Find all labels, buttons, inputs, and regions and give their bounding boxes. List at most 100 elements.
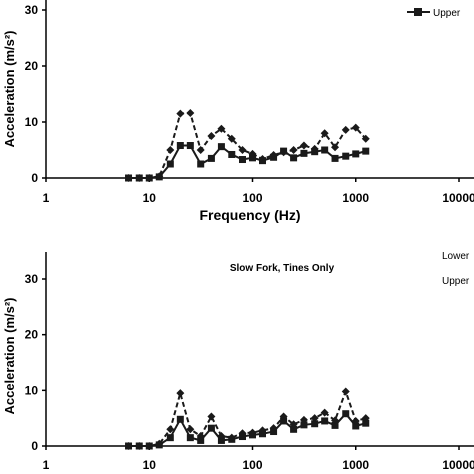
data-point-diamond [155,172,164,181]
data-point-diamond [186,425,195,434]
data-point-square [280,417,288,425]
data-point-diamond [176,109,185,118]
data-point-diamond [207,412,216,421]
data-point-diamond [145,174,154,182]
data-point-square [166,160,174,168]
data-point-square [197,436,205,444]
data-point-square [300,149,308,157]
data-point-diamond [238,429,247,438]
y-tick-label: 30 [25,3,39,17]
data-point-diamond [166,425,175,434]
y-tick-label: 0 [31,171,38,185]
data-point-diamond [227,433,236,442]
data-point-diamond [166,146,175,154]
y-axis-title: Acceleration (m/s²) [2,297,17,414]
legend-label-lower: Lower [442,251,470,262]
data-point-diamond [186,109,195,118]
data-point-diamond [196,431,205,440]
data-point-square [311,420,319,428]
y-tick-label: 20 [25,328,39,342]
x-tick-label: 1000 [342,458,369,472]
data-point-square [176,142,184,150]
data-point-square [331,154,339,162]
data-point-diamond [124,442,133,450]
data-point-square [176,415,184,423]
data-point-diamond [361,134,370,143]
x-tick-label: 100 [242,458,262,472]
data-point-diamond [238,146,247,154]
data-point-square [342,152,350,160]
data-point-square [166,434,174,442]
series-line-dashed [128,111,367,179]
data-point-diamond [299,141,308,150]
data-point-square [342,410,350,418]
data-point-square [186,434,194,442]
data-point-diamond [269,151,278,160]
series-line-dashed [128,388,367,447]
data-point-diamond [279,412,288,421]
data-point-square [197,160,205,168]
data-point-diamond [135,174,144,182]
data-point-square [352,150,360,158]
panel-title: Slow Fork, Tines Only [230,263,335,274]
data-point-square [321,417,329,425]
data-point-square [228,150,236,158]
series-line-solid [128,144,367,179]
x-tick-label: 10000 [442,458,474,472]
data-point-diamond [310,414,319,423]
y-tick-label: 0 [31,439,38,453]
data-point-square [217,143,225,151]
data-point-diamond [227,134,236,143]
x-tick-label: 1000 [342,191,369,205]
data-point-diamond [341,387,350,396]
data-point-diamond [269,424,278,433]
x-tick-label: 10 [143,458,157,472]
data-point-square [290,154,298,162]
data-point-square [207,154,215,162]
data-point-diamond [289,146,298,154]
legend-label-upper: Upper [433,8,461,19]
x-tick-label: 10 [143,191,157,205]
data-point-diamond [196,146,205,154]
data-point-diamond [145,442,154,450]
x-tick-label: 1 [43,191,50,205]
data-point-diamond [258,154,267,163]
data-point-diamond [155,439,164,448]
chart-panel-lower: 0 10 20 30 1 10 100 1000 10000 Acceleration (m/s… [2,251,474,472]
y-tick-label: 10 [25,383,39,397]
data-point-diamond [341,125,350,134]
y-tick-label: 20 [25,59,39,73]
data-point-square [186,142,194,150]
data-point-diamond [248,149,257,158]
data-point-diamond [351,123,360,132]
data-point-diamond [248,428,257,437]
data-point-diamond [279,148,288,157]
x-tick-label: 1 [43,458,50,472]
y-tick-label: 10 [25,115,39,129]
chart-panel-upper: 0 10 20 30 1 10 100 1000 10000 Acceleration (m/s… [2,0,474,223]
y-axis-title: Acceleration (m/s²) [2,30,17,147]
data-point-diamond [331,416,340,425]
data-point-diamond [299,415,308,424]
data-point-diamond [289,420,298,429]
data-point-diamond [361,414,370,423]
data-point-square [331,421,339,429]
data-point-diamond [320,408,329,417]
y-tick-label: 30 [25,272,39,286]
data-point-diamond [331,143,340,152]
data-point-diamond [310,144,319,153]
data-point-square [217,436,225,444]
data-point-diamond [217,431,226,440]
legend-square-icon [414,8,422,16]
x-axis-title: Frequency (Hz) [199,207,300,223]
legend-label-upper: Upper [442,276,470,287]
data-point-square [238,156,246,164]
data-point-square [362,147,370,155]
data-point-diamond [258,426,267,435]
x-tick-label: 100 [242,191,262,205]
data-point-square [207,424,215,432]
legend: Upper [407,8,461,19]
data-point-diamond [135,442,144,450]
data-point-square [352,422,360,430]
